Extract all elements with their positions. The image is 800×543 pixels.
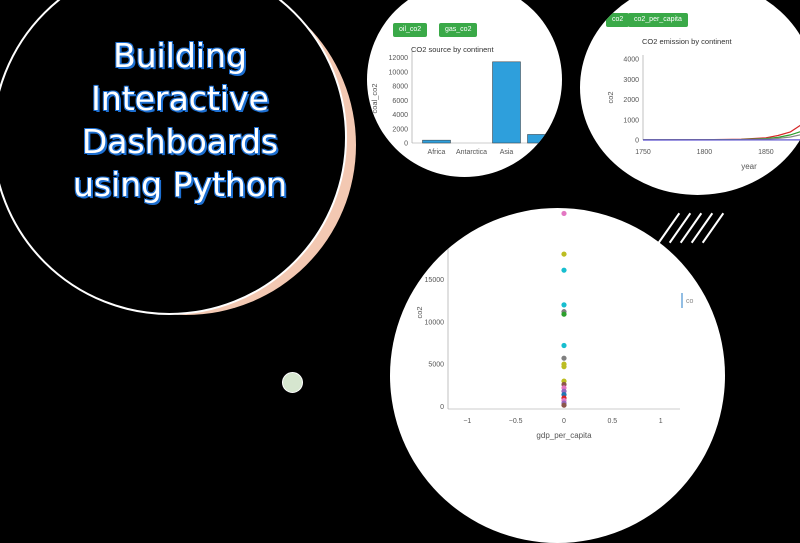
scatter-point (561, 211, 566, 216)
bar-y-tick-label: 10000 (389, 69, 409, 76)
line-y-axis-label: co2 (606, 91, 615, 103)
bar (528, 134, 556, 143)
decorative-dot (282, 372, 303, 393)
line-y-tick-label: 4000 (623, 57, 639, 64)
line-y-tick-label: 3000 (623, 77, 639, 84)
bar-x-tick-label: Antarctica (456, 149, 487, 156)
bar-y-tick-label: 12000 (389, 55, 409, 62)
line-y-tick-label: 1000 (623, 117, 639, 124)
scatter-x-tick-label: −0.5 (509, 418, 523, 425)
scatter-y-tick-label: 5000 (428, 362, 444, 369)
scatter-chart-screenshot: 0 5000 10000 15000 20000 −1 −0.5 0 0.5 1 co2 gdp_pe… (390, 208, 725, 543)
legend-fragment: co (686, 298, 694, 305)
title-line-4: using Python (40, 163, 320, 206)
scatter-point (561, 251, 566, 256)
bar-x-tick-label: Africa (428, 149, 446, 156)
bar-y-tick-label: 8000 (392, 84, 408, 91)
line-y-tick-label: 0 (635, 138, 639, 145)
line-chart: 0 1000 2000 3000 4000 1750 1800 1850 co2 year (580, 0, 800, 195)
title-line-2: Interactive (40, 77, 320, 120)
line-x-axis-label: year (741, 162, 757, 171)
bar-x-tick-label: Asia (500, 149, 514, 156)
scatter-point (561, 268, 566, 273)
bar (493, 62, 521, 143)
bar-chart-screenshot: oil_co2 gas_co2 CO2 source by continent … (367, 0, 562, 177)
line-series (643, 126, 800, 140)
scatter-x-tick-label: −1 (463, 418, 471, 425)
line-y-tick-label: 2000 (623, 97, 639, 104)
scatter-y-tick-label: 20000 (425, 235, 445, 242)
scatter-x-tick-label: 0.5 (607, 418, 617, 425)
line-x-tick-label: 1850 (758, 149, 774, 156)
bar-y-tick-label: 2000 (392, 126, 408, 133)
scatter-chart: 0 5000 10000 15000 20000 −1 −0.5 0 0.5 1 co2 gdp_pe… (390, 208, 725, 543)
slide-title: Building Interactive Dashboards using Py… (40, 34, 320, 206)
scatter-point (561, 364, 566, 369)
bar-y-axis-label: coal_co2 (370, 83, 379, 113)
line-series (643, 115, 800, 140)
scatter-y-tick-label: 15000 (425, 277, 445, 284)
bar-y-tick-label: 0 (404, 141, 408, 148)
bar-y-tick-label: 4000 (392, 112, 408, 119)
scatter-y-tick-label: 0 (440, 404, 444, 411)
scatter-x-tick-label: 0 (562, 418, 566, 425)
line-x-tick-label: 1800 (697, 149, 713, 156)
scatter-point (561, 312, 566, 317)
bar (423, 140, 451, 143)
title-line-3: Dashboards (40, 120, 320, 163)
scatter-point (561, 302, 566, 307)
bar-x-tick-label: Euro (534, 149, 549, 156)
bar-y-tick-label: 6000 (392, 98, 408, 105)
scatter-y-tick-label: 10000 (425, 319, 445, 326)
scatter-x-axis-label: gdp_per_capita (536, 431, 592, 440)
scatter-point (561, 403, 566, 408)
scatter-point (561, 343, 566, 348)
bar-chart: 0 2000 4000 6000 8000 10000 12000 Africa Antarct… (367, 0, 562, 177)
line-chart-screenshot: co2 co2_per_capita CO2 emission by conti… (580, 0, 800, 195)
scatter-y-axis-label: co2 (415, 306, 424, 318)
scatter-point (561, 356, 566, 361)
title-line-1: Building (40, 34, 320, 77)
line-x-tick-label: 1750 (635, 149, 651, 156)
scatter-x-tick-label: 1 (659, 418, 663, 425)
